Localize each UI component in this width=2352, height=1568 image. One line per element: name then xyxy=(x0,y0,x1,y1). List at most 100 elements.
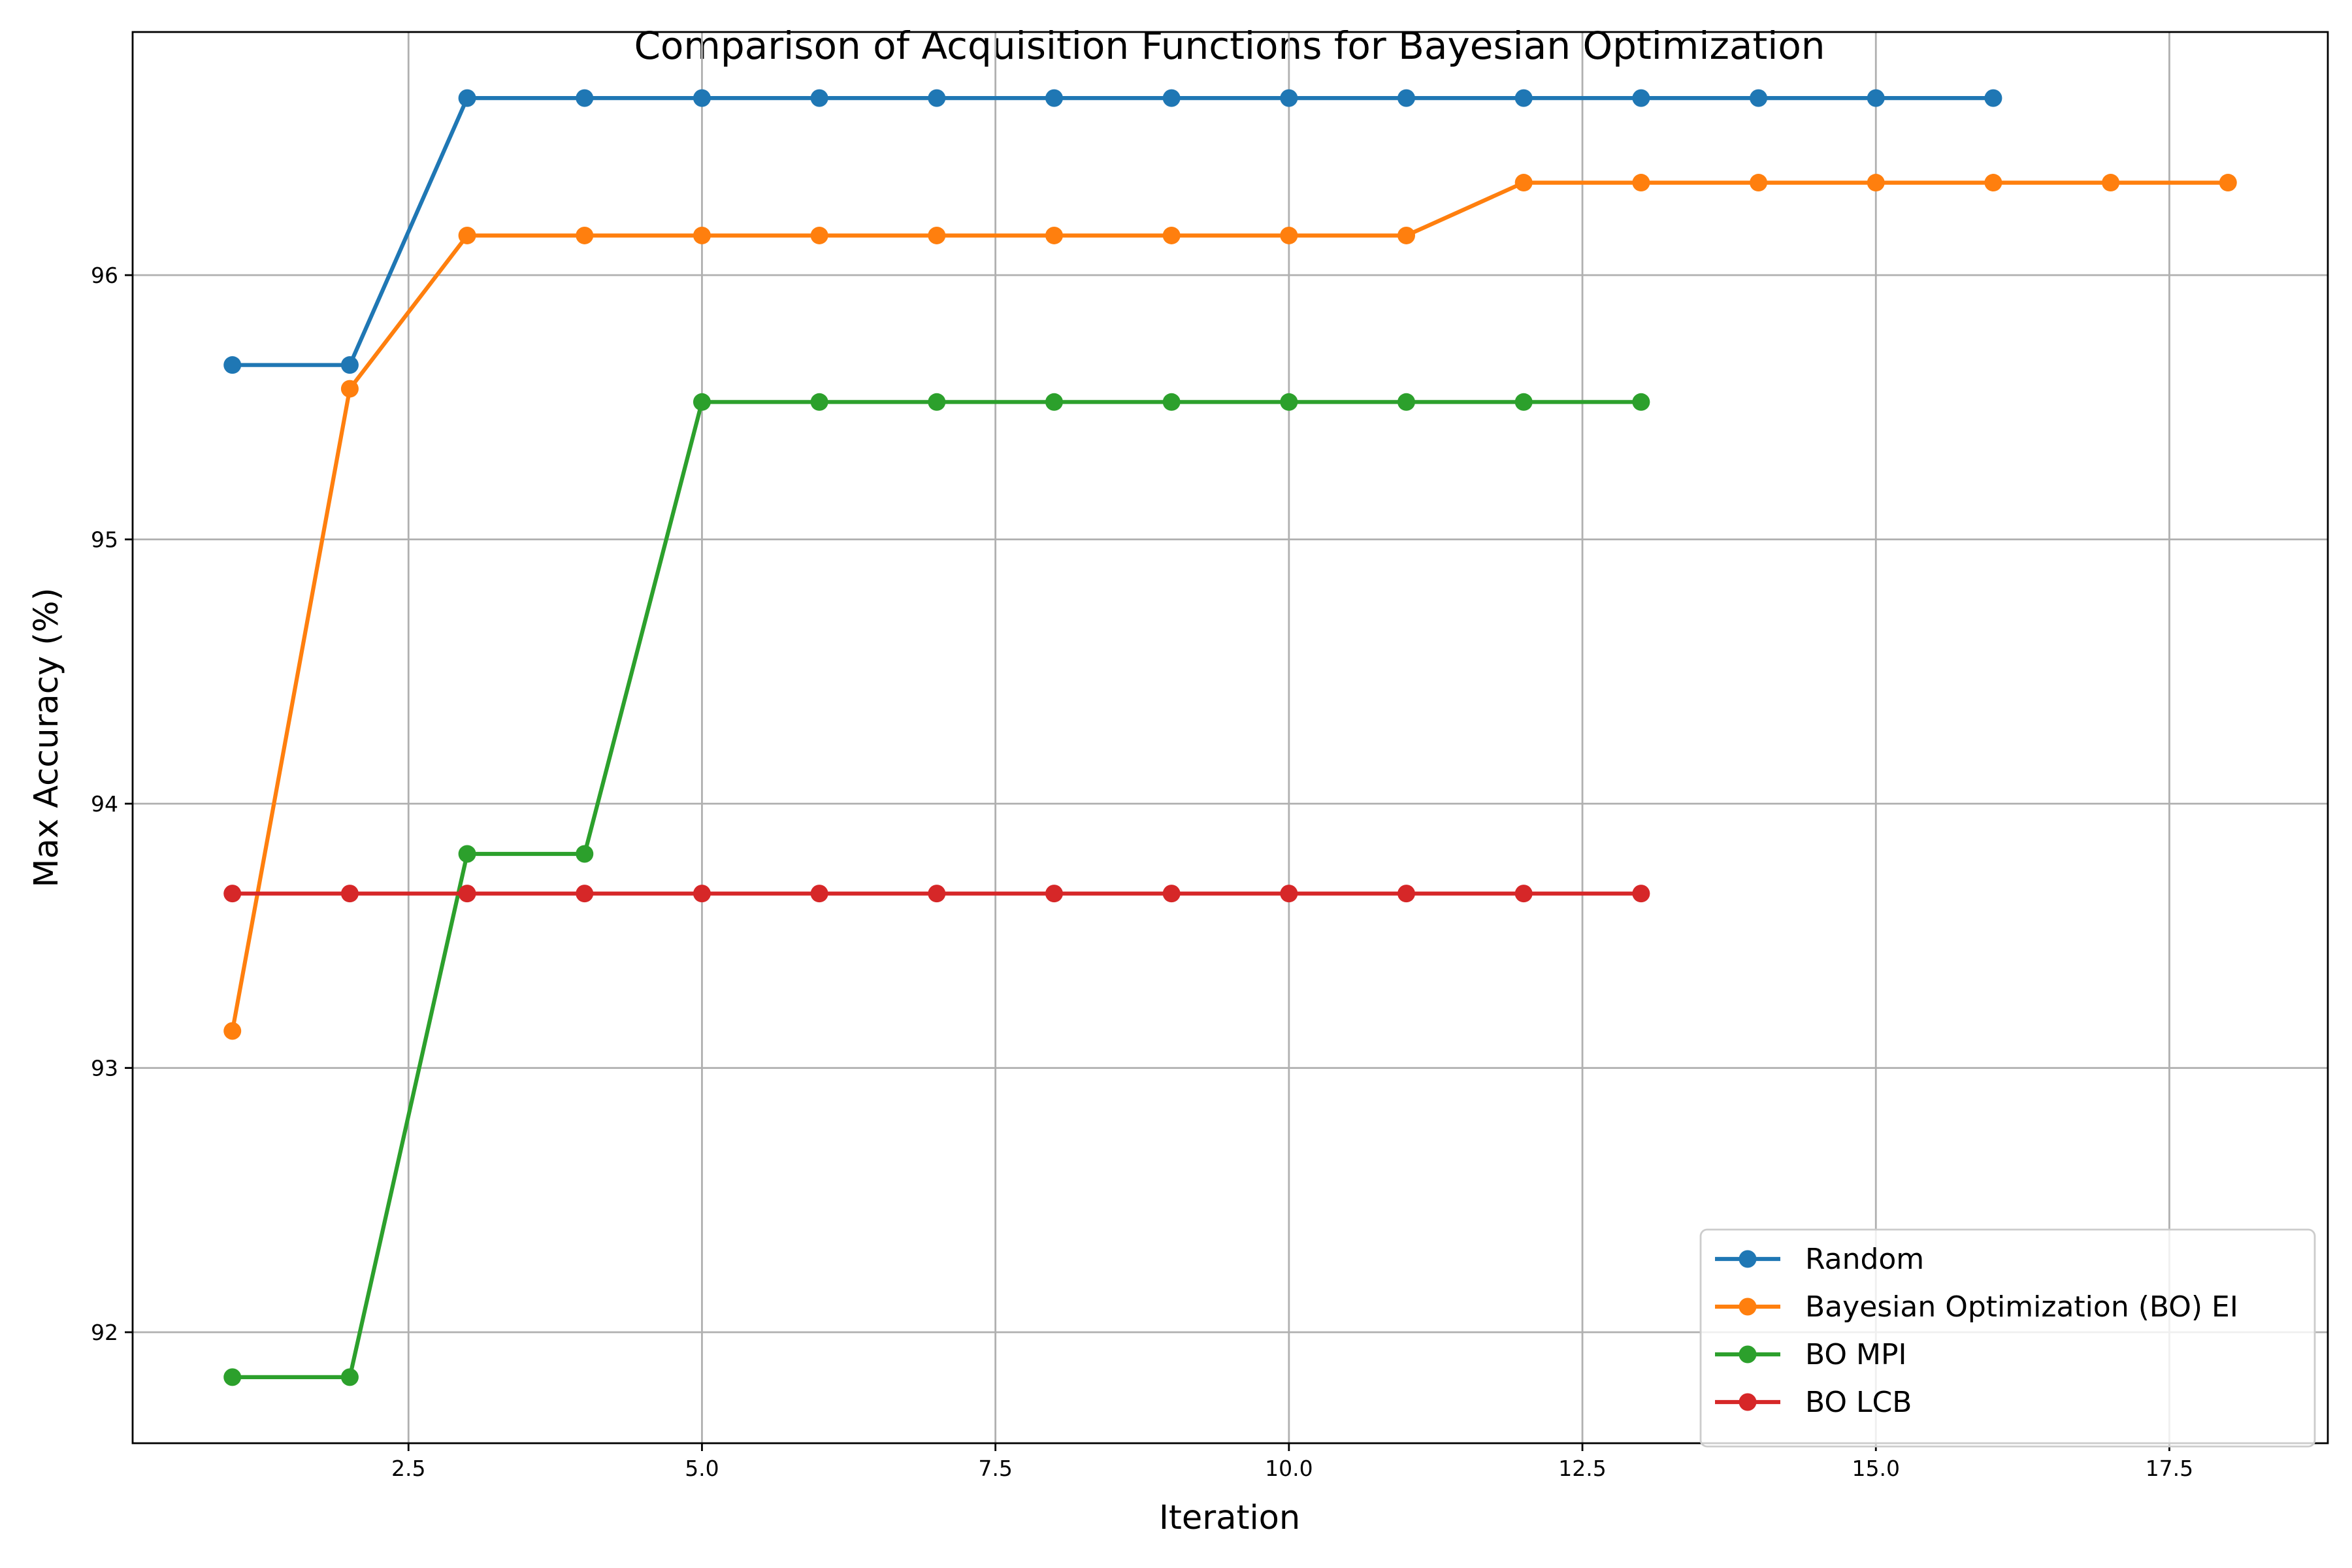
legend-marker xyxy=(1739,1345,1757,1364)
data-point xyxy=(1045,393,1063,411)
series-1 xyxy=(223,174,2237,1040)
data-point xyxy=(1045,885,1063,903)
data-point xyxy=(1867,174,1885,192)
x-axis-ticks: 2.5 5.0 7.5 10.0 12.5 15.0 17.5 xyxy=(391,1443,2193,1481)
data-point xyxy=(1045,89,1063,107)
data-point xyxy=(458,226,476,244)
x-tick-label: 17.5 xyxy=(2146,1456,2193,1481)
data-point xyxy=(1632,393,1650,411)
data-point xyxy=(340,380,359,398)
data-point xyxy=(1162,885,1181,903)
data-point xyxy=(458,89,476,107)
data-point xyxy=(1162,89,1181,107)
data-point xyxy=(576,845,594,863)
legend-item: Bayesian Optimization (BO) EI xyxy=(1715,1290,2238,1324)
data-point xyxy=(576,226,594,244)
data-point xyxy=(810,885,828,903)
y-tick-label: 92 xyxy=(91,1320,118,1345)
data-point xyxy=(2219,174,2237,192)
data-point xyxy=(458,885,476,903)
data-point xyxy=(223,885,242,903)
legend: Random Bayesian Optimization (BO) EI BO MP… xyxy=(1699,1228,2316,1448)
chart-title: Comparison of Acquisition Functions for … xyxy=(634,24,1825,68)
data-point xyxy=(1514,885,1533,903)
legend-marker xyxy=(1739,1298,1757,1316)
data-point xyxy=(1280,885,1298,903)
legend-label: BO MPI xyxy=(1805,1338,1907,1371)
series-0 xyxy=(223,89,2002,374)
x-axis-label: Iteration xyxy=(1159,1499,1300,1537)
data-point xyxy=(1632,89,1650,107)
data-point xyxy=(810,89,828,107)
y-axis-label: Max Accuracy (%) xyxy=(27,588,66,888)
legend-label: BO LCB xyxy=(1805,1386,1912,1419)
legend-item: BO MPI xyxy=(1715,1338,1907,1371)
series-3 xyxy=(223,885,1650,903)
x-tick-label: 15.0 xyxy=(1852,1456,1899,1481)
grid xyxy=(133,32,2328,1443)
data-point xyxy=(1632,885,1650,903)
data-point xyxy=(1514,393,1533,411)
data-point xyxy=(1984,174,2002,192)
x-tick-label: 10.0 xyxy=(1265,1456,1313,1481)
legend-item: BO LCB xyxy=(1715,1386,1912,1419)
data-point xyxy=(1750,89,1768,107)
y-tick-label: 93 xyxy=(91,1056,118,1081)
data-point xyxy=(810,226,828,244)
legend-item: Random xyxy=(1715,1243,1924,1276)
data-point xyxy=(458,845,476,863)
legend-box xyxy=(1699,1228,2316,1448)
data-point xyxy=(223,1022,242,1040)
data-point xyxy=(1514,174,1533,192)
data-point xyxy=(1750,174,1768,192)
y-tick-label: 95 xyxy=(91,527,118,553)
data-point xyxy=(576,89,594,107)
data-point xyxy=(1162,393,1181,411)
data-point xyxy=(1162,226,1181,244)
data-point xyxy=(693,226,711,244)
series-line xyxy=(230,180,2230,1034)
data-point xyxy=(1632,174,1650,192)
data-point xyxy=(1514,89,1533,107)
legend-marker xyxy=(1739,1393,1757,1411)
data-point xyxy=(1397,89,1416,107)
data-point xyxy=(340,885,359,903)
x-tick-label: 7.5 xyxy=(978,1456,1012,1481)
data-point xyxy=(576,885,594,903)
x-tick-label: 2.5 xyxy=(391,1456,425,1481)
data-point xyxy=(928,226,946,244)
plot-frame xyxy=(131,31,2329,1445)
y-axis-ticks: 92 93 94 95 96 xyxy=(91,263,133,1345)
data-point xyxy=(1867,89,1885,107)
data-point xyxy=(223,1368,242,1386)
data-point xyxy=(2102,174,2120,192)
data-point xyxy=(810,393,828,411)
data-point xyxy=(693,393,711,411)
data-point xyxy=(928,89,946,107)
data-point xyxy=(1397,885,1416,903)
data-point xyxy=(928,885,946,903)
y-tick-label: 94 xyxy=(91,791,118,817)
data-point xyxy=(1280,89,1298,107)
data-point xyxy=(1397,226,1416,244)
legend-label: Random xyxy=(1805,1243,1924,1276)
y-tick-label: 96 xyxy=(91,263,118,288)
legend-label: Bayesian Optimization (BO) EI xyxy=(1805,1290,2238,1324)
plot-series xyxy=(223,89,2237,1386)
data-point xyxy=(1045,226,1063,244)
data-point xyxy=(340,1368,359,1386)
data-point xyxy=(1280,393,1298,411)
series-2 xyxy=(223,393,1650,1386)
data-point xyxy=(340,356,359,374)
data-point xyxy=(223,356,242,374)
x-tick-label: 12.5 xyxy=(1558,1456,1606,1481)
legend-marker xyxy=(1739,1250,1757,1268)
data-point xyxy=(693,89,711,107)
data-point xyxy=(1397,393,1416,411)
data-point xyxy=(928,393,946,411)
data-point xyxy=(1984,89,2002,107)
data-point xyxy=(693,885,711,903)
series-line xyxy=(230,96,1995,367)
data-point xyxy=(1280,226,1298,244)
